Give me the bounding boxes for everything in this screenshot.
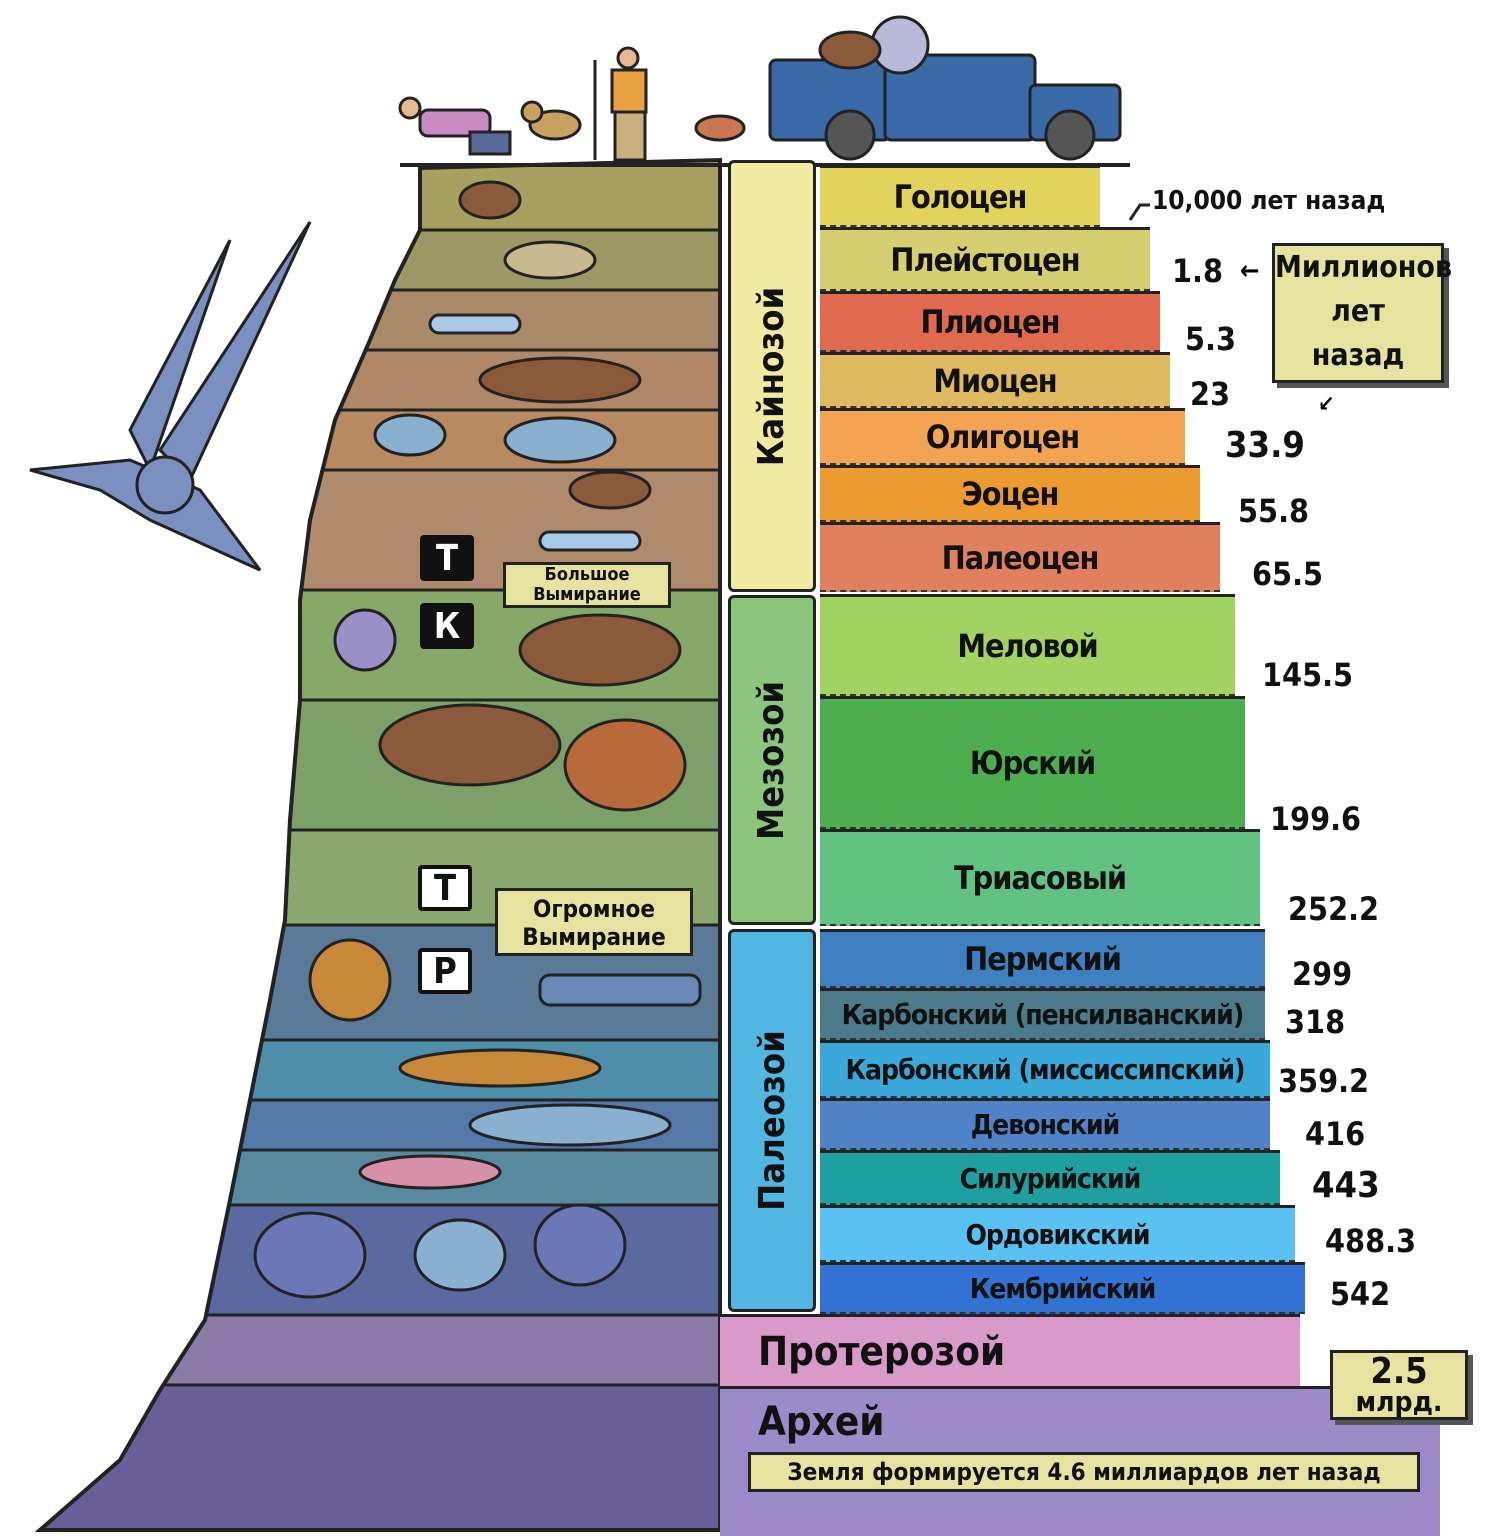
period-label: Девонский <box>970 1108 1121 1141</box>
extinction-text: Вымирание <box>533 584 641 605</box>
trex-skull-icon <box>378 703 562 787</box>
period-cretaceous: Меловой <box>820 594 1235 696</box>
age-label: 23 <box>1190 375 1231 413</box>
period-label: Эоцен <box>961 475 1060 513</box>
unit-line: лет <box>1331 294 1385 329</box>
people-and-truck-illustration <box>398 15 1130 167</box>
period-label: Карбонский (пенсилванский) <box>841 998 1245 1031</box>
period-label: Плиоцен <box>920 303 1061 341</box>
period-label: Меловой <box>957 626 1098 665</box>
age-label: 145.5 <box>1262 656 1354 694</box>
period-pleistocene: Плейстоцен <box>820 227 1150 291</box>
age-label: 65.5 <box>1252 555 1324 593</box>
period-mississippian: Карбонский (миссиссипский) <box>820 1040 1270 1098</box>
period-label: Юрский <box>969 744 1096 782</box>
period-permian: Пермский <box>820 929 1265 988</box>
era-label: Мезозой <box>751 680 793 840</box>
period-holocene: Голоцен <box>820 165 1100 227</box>
period-silurian: Силурийский <box>820 1150 1280 1205</box>
age-label: 416 <box>1305 1115 1366 1153</box>
unit-line: Миллионов <box>1275 250 1453 285</box>
earth-forms-text: Земля формируется 4.6 миллиардов лет наз… <box>787 1458 1381 1486</box>
period-devonian: Девонский <box>820 1098 1270 1150</box>
unit-legend-box: Миллионов лет назад <box>1272 243 1453 383</box>
arrow-down-left-icon: ↙ <box>1318 392 1335 417</box>
extinction-label-pt: Огромное Вымирание <box>495 888 693 956</box>
period-label: Миоцен <box>933 361 1057 400</box>
boundary-marker: Т <box>420 535 474 581</box>
age-label: 55.8 <box>1238 492 1310 530</box>
age-label: 199.6 <box>1270 800 1362 838</box>
extinction-text: Огромное <box>533 895 655 923</box>
era-label: Кайнозой <box>751 286 793 466</box>
period-label: Пермский <box>964 940 1122 978</box>
period-jurassic: Юрский <box>820 696 1245 829</box>
era-cenozoic: Кайнозой <box>728 160 816 592</box>
period-eocene: Эоцен <box>820 465 1200 522</box>
period-label: Палеоцен <box>941 538 1100 577</box>
extinction-text: Большое <box>544 564 630 585</box>
age-label: 488.3 <box>1325 1222 1417 1260</box>
period-miocene: Миоцен <box>820 352 1170 408</box>
period-label: Плейстоцен <box>890 240 1080 279</box>
age-label: 1.8 <box>1172 252 1223 290</box>
period-oligocene: Олигоцен <box>820 408 1185 465</box>
ammonite-fossil-icon <box>333 608 397 672</box>
age-label: 542 <box>1330 1275 1391 1313</box>
boundary-marker: К <box>420 603 474 649</box>
period-pliocene: Плиоцен <box>820 291 1160 352</box>
period-pennsylvanian: Карбонский (пенсилванский) <box>820 988 1265 1040</box>
eon-label: Архей <box>758 1399 885 1445</box>
unit-line: назад <box>1311 338 1405 373</box>
era-label: Палеозой <box>751 1030 793 1211</box>
period-label: Триасовый <box>953 859 1127 897</box>
period-label: Ордовикский <box>965 1217 1150 1251</box>
period-label: Карбонский (миссиссипский) <box>845 1053 1245 1086</box>
age-label: 443 <box>1312 1165 1380 1206</box>
bone-fossil-icon <box>428 313 522 335</box>
dinosaur-skull-icon <box>518 613 682 687</box>
billion-unit: млрд. <box>1355 1385 1443 1418</box>
age-label: 299 <box>1292 955 1353 993</box>
boundary-marker: Р <box>418 948 472 994</box>
billion-years-box: 2.5 млрд. <box>1330 1350 1468 1420</box>
era-paleozoic: Палеозой <box>728 929 816 1312</box>
period-label: Олигоцен <box>925 418 1080 456</box>
age-label: 33.9 <box>1225 425 1305 466</box>
billion-value: 2.5 <box>1370 1351 1428 1392</box>
trilobite-fossil-icon <box>253 1211 367 1299</box>
age-label: 359.2 <box>1278 1062 1370 1100</box>
period-label: Силурийский <box>959 1161 1142 1195</box>
eon-proterozoic: Протерозой <box>720 1314 1300 1386</box>
age-label: 318 <box>1285 1003 1346 1041</box>
skull-fossil-icon <box>458 180 522 220</box>
age-label: 252.2 <box>1288 890 1380 928</box>
period-paleocene: Палеоцен <box>820 522 1220 592</box>
arrow-left-icon: ← <box>1240 256 1260 286</box>
age-label-holocene: 10,000 лет назад <box>1152 186 1386 216</box>
period-label: Голоцен <box>893 177 1028 216</box>
extinction-text: Вымирание <box>522 923 666 951</box>
boundary-marker: Т <box>418 865 472 911</box>
age-label: 5.3 <box>1185 320 1236 358</box>
pterodactyl-illustration <box>29 221 312 572</box>
eon-label: Протерозой <box>758 1328 1006 1375</box>
period-triassic: Триасовый <box>820 829 1260 926</box>
earth-forms-banner: Земля формируется 4.6 миллиардов лет наз… <box>748 1452 1420 1492</box>
period-cambrian: Кембрийский <box>820 1262 1305 1314</box>
period-ordovician: Ордовикский <box>820 1205 1295 1262</box>
era-mesozoic: Мезозой <box>728 595 816 925</box>
extinction-label-kt: Большое Вымирание <box>503 562 671 608</box>
period-label: Кембрийский <box>969 1272 1157 1305</box>
